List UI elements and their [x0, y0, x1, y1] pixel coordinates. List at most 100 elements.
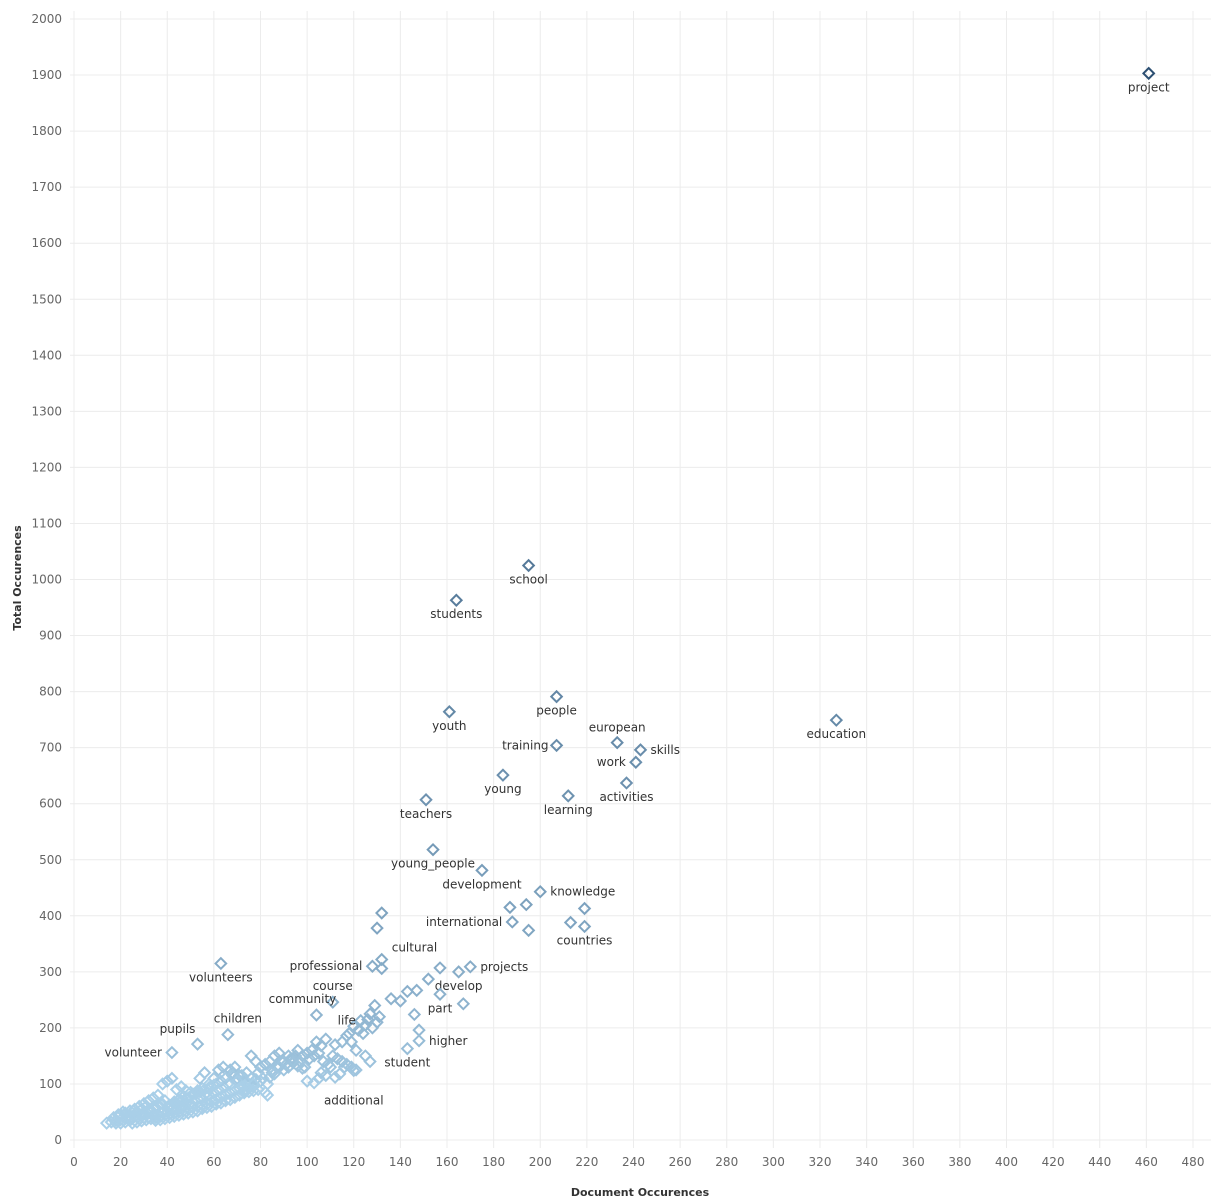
data-point[interactable]: [267, 1067, 282, 1081]
data-point[interactable]: [188, 1087, 202, 1101]
data-point[interactable]: [335, 1054, 349, 1069]
data-point-teachers[interactable]: [419, 793, 433, 807]
data-point-training[interactable]: [549, 738, 564, 753]
data-point[interactable]: [223, 1092, 237, 1107]
data-point[interactable]: [421, 972, 436, 986]
data-point[interactable]: [375, 961, 389, 976]
data-point[interactable]: [197, 1082, 212, 1097]
data-point[interactable]: [214, 1096, 228, 1110]
data-point[interactable]: [400, 984, 415, 999]
data-point[interactable]: [160, 1074, 174, 1088]
data-point-community[interactable]: [309, 1008, 324, 1022]
data-point[interactable]: [314, 1066, 328, 1080]
data-point[interactable]: [368, 998, 382, 1013]
data-point[interactable]: [263, 1070, 277, 1084]
data-point[interactable]: [319, 1068, 333, 1083]
data-point[interactable]: [521, 923, 536, 938]
data-point[interactable]: [349, 1043, 363, 1058]
data-point[interactable]: [372, 1009, 387, 1024]
data-point[interactable]: [281, 1060, 296, 1074]
data-point[interactable]: [328, 1070, 342, 1084]
data-point-life[interactable]: [340, 1029, 354, 1043]
data-point[interactable]: [302, 1052, 317, 1066]
data-point-professional[interactable]: [365, 959, 380, 973]
data-point[interactable]: [228, 1083, 242, 1098]
data-point[interactable]: [407, 1007, 422, 1022]
data-point[interactable]: [193, 1085, 207, 1099]
data-point-development[interactable]: [475, 863, 489, 878]
data-point[interactable]: [146, 1091, 160, 1105]
data-point[interactable]: [151, 1099, 165, 1114]
data-point[interactable]: [349, 1063, 363, 1077]
data-point-cultural[interactable]: [375, 952, 389, 967]
data-point-knowledge[interactable]: [533, 884, 547, 899]
data-point-school[interactable]: [521, 558, 536, 573]
data-point[interactable]: [361, 1012, 375, 1027]
data-point[interactable]: [356, 1026, 370, 1041]
data-point[interactable]: [232, 1081, 247, 1096]
data-point[interactable]: [202, 1080, 216, 1095]
data-point-work[interactable]: [629, 755, 643, 769]
data-point[interactable]: [286, 1055, 300, 1070]
data-point-activities[interactable]: [619, 776, 634, 790]
data-point-develop[interactable]: [451, 965, 466, 979]
data-point-pupils[interactable]: [190, 1037, 205, 1051]
data-point[interactable]: [151, 1088, 165, 1102]
data-point[interactable]: [351, 1023, 366, 1037]
data-point[interactable]: [291, 1043, 305, 1058]
data-point[interactable]: [232, 1068, 247, 1083]
data-point[interactable]: [370, 921, 384, 935]
data-point[interactable]: [183, 1089, 198, 1103]
data-point[interactable]: [363, 1007, 377, 1021]
data-point[interactable]: [307, 1049, 321, 1063]
data-point[interactable]: [456, 997, 471, 1011]
data-point[interactable]: [232, 1088, 247, 1102]
data-point[interactable]: [179, 1091, 193, 1106]
data-point[interactable]: [375, 906, 389, 920]
data-point[interactable]: [169, 1082, 184, 1097]
data-point[interactable]: [393, 994, 408, 1008]
data-point[interactable]: [260, 1088, 275, 1102]
data-point[interactable]: [409, 983, 424, 998]
data-point[interactable]: [174, 1094, 188, 1108]
data-point-young[interactable]: [496, 768, 510, 782]
data-point[interactable]: [519, 897, 533, 912]
data-point-project[interactable]: [1141, 66, 1156, 81]
data-point[interactable]: [228, 1090, 242, 1105]
data-point[interactable]: [433, 961, 447, 975]
data-point[interactable]: [258, 1057, 272, 1072]
data-point[interactable]: [223, 1086, 237, 1100]
data-point-higher[interactable]: [412, 1034, 426, 1048]
data-point[interactable]: [328, 1037, 342, 1052]
data-point-youth[interactable]: [442, 705, 457, 719]
data-point[interactable]: [190, 1104, 205, 1118]
data-point[interactable]: [326, 1049, 340, 1063]
data-point[interactable]: [309, 1035, 324, 1049]
data-point[interactable]: [193, 1071, 207, 1086]
data-point[interactable]: [277, 1063, 291, 1077]
data-point[interactable]: [312, 1046, 326, 1060]
data-point[interactable]: [174, 1080, 188, 1094]
data-point[interactable]: [109, 1113, 123, 1128]
data-point[interactable]: [216, 1060, 230, 1074]
data-point[interactable]: [333, 1067, 347, 1081]
data-point[interactable]: [141, 1094, 156, 1108]
data-point-international[interactable]: [505, 915, 519, 929]
data-point-european[interactable]: [610, 735, 624, 750]
data-point-education[interactable]: [829, 713, 844, 727]
data-point[interactable]: [207, 1078, 221, 1092]
data-point[interactable]: [242, 1081, 256, 1096]
data-point[interactable]: [384, 992, 398, 1006]
data-point-volunteers[interactable]: [214, 956, 228, 971]
data-point[interactable]: [323, 1060, 338, 1074]
data-point-people[interactable]: [549, 689, 564, 704]
data-point[interactable]: [249, 1072, 263, 1087]
data-point[interactable]: [330, 1052, 345, 1066]
data-point[interactable]: [200, 1097, 214, 1111]
data-point-learning[interactable]: [561, 789, 575, 803]
data-point[interactable]: [99, 1116, 114, 1130]
data-point[interactable]: [211, 1063, 226, 1077]
data-point-countries[interactable]: [577, 919, 592, 934]
data-point[interactable]: [204, 1099, 219, 1114]
data-point[interactable]: [155, 1097, 170, 1111]
